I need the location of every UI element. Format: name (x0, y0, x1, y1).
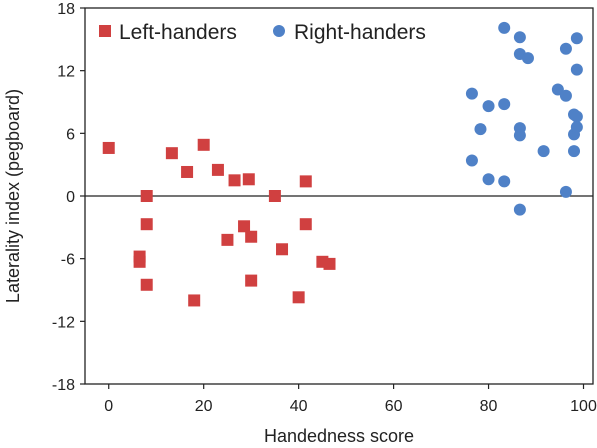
plot-frame (84, 7, 594, 385)
right-hander-point (513, 31, 526, 44)
left-hander-point (221, 233, 234, 246)
x-axis-ticks: 0 20 40 60 80 100 (104, 384, 597, 415)
left-hander-point (245, 230, 258, 243)
left-hander-point (181, 165, 194, 178)
legend-marker-left-handers (99, 25, 111, 37)
right-hander-point (568, 145, 581, 158)
x-tick-label: 100 (570, 398, 597, 415)
right-hander-point (551, 83, 564, 96)
left-hander-point (140, 190, 153, 202)
left-hander-point (268, 190, 281, 202)
left-hander-point (323, 257, 336, 270)
left-hander-point (242, 173, 255, 186)
y-tick-label: 6 (66, 126, 75, 143)
left-hander-point (133, 255, 146, 268)
right-hander-point (498, 21, 511, 34)
right-hander-point (559, 42, 572, 55)
data-points (102, 21, 583, 307)
right-hander-point (482, 173, 495, 186)
right-hander-point (465, 87, 478, 100)
left-hander-point (211, 163, 224, 176)
y-tick-label: 12 (57, 64, 75, 81)
y-axis-title: Laterality index (pegboard) (3, 89, 23, 303)
y-tick-label: -12 (52, 314, 75, 331)
left-hander-point (140, 278, 153, 291)
right-hander-point (513, 129, 526, 142)
x-tick-label: 0 (104, 398, 113, 415)
legend-label-right-handers: Right-handers (294, 21, 426, 44)
left-hander-point (299, 175, 312, 188)
left-hander-point (299, 218, 312, 231)
right-hander-point (474, 123, 487, 136)
y-tick-label: 18 (57, 1, 75, 18)
right-hander-point (498, 98, 511, 111)
left-hander-point (140, 218, 153, 231)
y-tick-label: -18 (52, 377, 75, 394)
left-hander-point (165, 147, 178, 160)
left-hander-point (188, 294, 201, 307)
left-hander-point (292, 291, 305, 304)
legend-label-left-handers: Left-handers (119, 21, 237, 44)
left-hander-point (238, 220, 251, 233)
x-axis-title: Handedness score (264, 426, 414, 446)
right-hander-point (537, 145, 550, 158)
right-hander-point (465, 154, 478, 167)
right-hander-point (570, 63, 583, 76)
right-hander-point (570, 32, 583, 45)
left-hander-point (245, 274, 258, 287)
legend-marker-right-handers (273, 25, 285, 37)
y-tick-label: 0 (66, 189, 75, 206)
right-hander-point (498, 175, 511, 188)
left-hander-point (276, 243, 289, 256)
left-hander-point (197, 138, 210, 151)
x-tick-label: 40 (290, 398, 308, 415)
right-hander-point (570, 121, 583, 134)
right-hander-point (559, 185, 572, 198)
left-hander-point (102, 141, 115, 154)
legend: Left-handers Right-handers (99, 21, 426, 44)
left-hander-point (316, 255, 329, 268)
y-tick-label: -6 (61, 252, 75, 269)
right-hander-point (513, 203, 526, 216)
left-hander-point (228, 174, 241, 187)
right-hander-point (482, 100, 495, 113)
x-tick-label: 60 (385, 398, 403, 415)
right-hander-point (559, 89, 572, 102)
y-axis-ticks: -18 -12 -6 0 6 12 18 (52, 1, 85, 394)
right-hander-point (521, 52, 534, 65)
x-tick-label: 80 (480, 398, 498, 415)
x-tick-label: 20 (195, 398, 213, 415)
right-hander-point (570, 110, 583, 123)
